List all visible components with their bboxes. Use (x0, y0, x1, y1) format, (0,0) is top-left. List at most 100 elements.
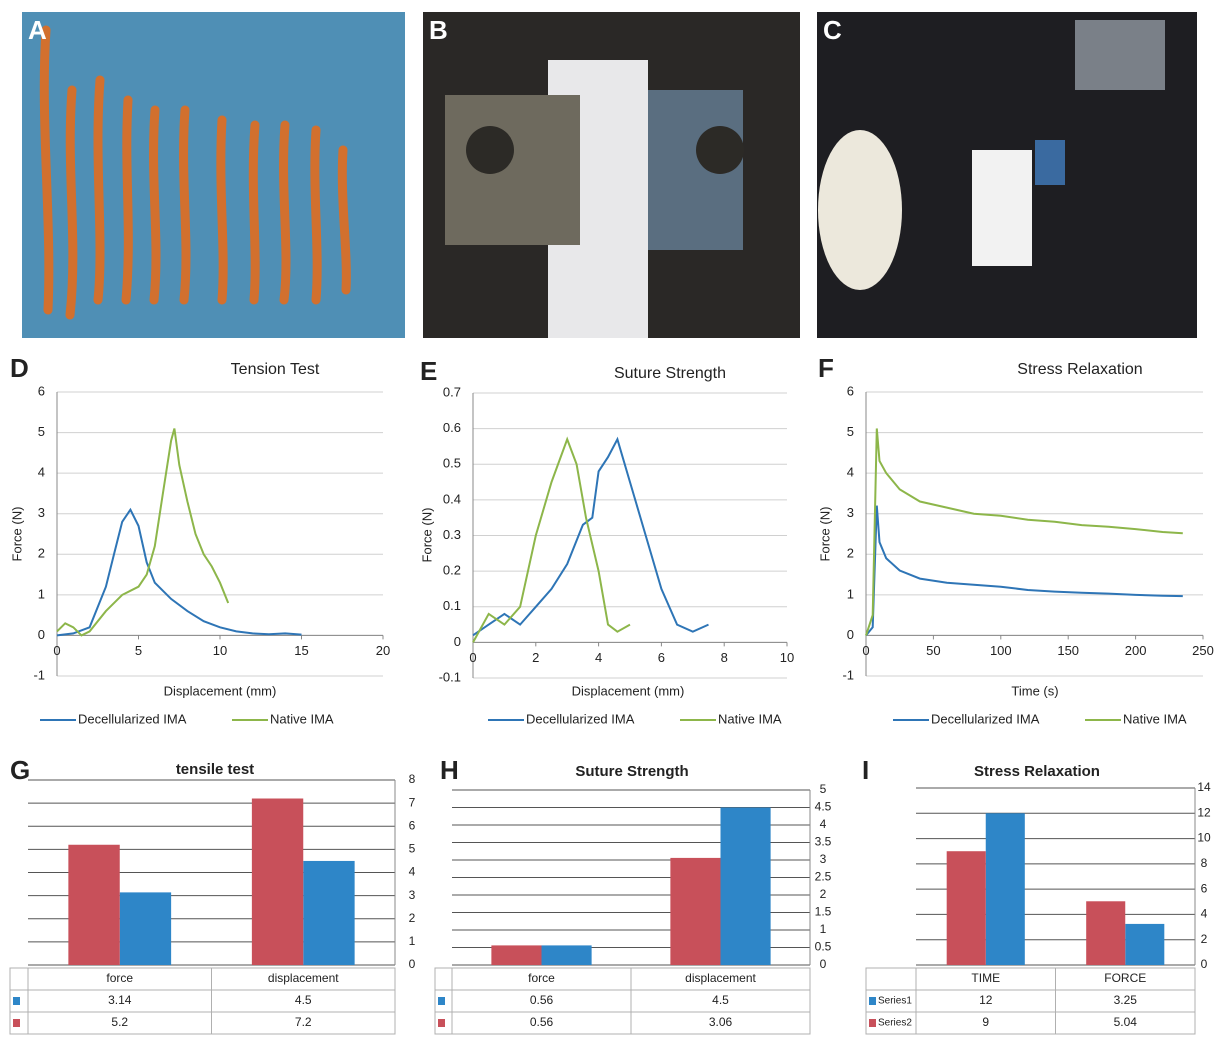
x-tick-label: 0 (862, 643, 869, 658)
y-tick-label: 3.5 (815, 835, 832, 849)
y-tick-label: 0 (454, 634, 461, 649)
y-tick-label: 7 (409, 795, 416, 809)
y-tick-label: 2 (847, 546, 854, 561)
y-tick-label: 5 (38, 424, 45, 439)
y-tick-label: 5 (409, 842, 416, 856)
bar (68, 844, 120, 965)
y-tick-label: 4 (409, 865, 416, 879)
bar (720, 807, 771, 965)
x-tick-label: displacement (685, 971, 756, 985)
x-tick-label: 200 (1125, 643, 1147, 658)
y-tick-label: -1 (842, 667, 854, 682)
x-tick-label: 150 (1057, 643, 1079, 658)
x-tick-label: 250 (1192, 643, 1214, 658)
x-tick-label: 5 (135, 643, 142, 658)
legend-swatch (13, 1019, 20, 1027)
x-tick-label: 15 (294, 643, 308, 658)
legend-label: Native IMA (718, 711, 782, 726)
y-tick-label: 1 (409, 934, 416, 948)
line-series (865, 428, 1183, 636)
panel-label: H (440, 755, 459, 785)
bar (491, 945, 542, 965)
bar (251, 798, 304, 965)
y-tick-label: 5 (820, 782, 827, 796)
line-series (472, 436, 631, 643)
panel-label: G (10, 755, 30, 785)
x-tick-label: 0 (53, 643, 60, 658)
panel-label: A (28, 15, 47, 45)
chart-title: Suture Strength (575, 763, 688, 780)
x-tick-label: 0 (469, 650, 476, 665)
y-tick-label: 12 (1197, 805, 1211, 819)
x-tick-label: 2 (532, 650, 539, 665)
y-tick-label: 2 (409, 911, 416, 925)
x-tick-label: TIME (971, 971, 1000, 985)
chart-title: Stress Relaxation (1017, 361, 1142, 378)
y-tick-label: 1 (820, 922, 827, 936)
legend-label: Decellularized IMA (931, 711, 1040, 726)
photo-a (22, 12, 405, 338)
y-tick-label: 8 (1201, 856, 1208, 870)
bar (119, 892, 172, 965)
table-value: 3.25 (1114, 993, 1138, 1007)
panel-label: C (823, 15, 842, 45)
panel-label: E (420, 356, 437, 386)
bar (1086, 901, 1126, 965)
chart-title: Suture Strength (614, 365, 726, 382)
y-tick-label: 2.5 (815, 870, 832, 884)
y-tick-label: 1.5 (815, 905, 832, 919)
x-tick-label: 50 (926, 643, 940, 658)
legend-label: Series2 (878, 1018, 912, 1029)
y-tick-label: 4 (1201, 907, 1208, 921)
y-tick-label: 0 (1201, 957, 1208, 971)
table-value: 5.2 (111, 1015, 128, 1029)
bar (303, 860, 355, 965)
x-tick-label: 8 (721, 650, 728, 665)
y-tick-label: 5 (847, 424, 854, 439)
legend-swatch (869, 1019, 876, 1027)
chart-title: Tension Test (231, 361, 320, 378)
legend-label: Native IMA (270, 711, 334, 726)
table-value: 4.5 (295, 993, 312, 1007)
y-tick-label: 4.5 (815, 800, 832, 814)
y-tick-label: 0.4 (443, 491, 461, 506)
panel-label: D (10, 353, 29, 383)
bar (946, 851, 986, 965)
x-tick-label: force (106, 971, 133, 985)
legend-swatch (438, 1019, 445, 1027)
table-value: 7.2 (295, 1015, 312, 1029)
legend-label: Series1 (878, 996, 912, 1007)
y-tick-label: 4 (38, 465, 45, 480)
y-tick-label: -0.1 (439, 669, 461, 684)
bar (985, 813, 1025, 965)
table-value: 5.04 (1114, 1015, 1138, 1029)
table-value: 4.5 (712, 993, 729, 1007)
x-tick-label: force (528, 971, 555, 985)
x-tick-label: displacement (268, 971, 339, 985)
line-series (56, 507, 302, 637)
x-tick-label: 10 (213, 643, 227, 658)
y-tick-label: 0.1 (443, 598, 461, 613)
y-tick-label: 0.6 (443, 420, 461, 435)
x-tick-label: 100 (990, 643, 1012, 658)
bar (1125, 923, 1165, 965)
y-tick-label: 10 (1197, 831, 1211, 845)
y-tick-label: 0.7 (443, 384, 461, 399)
y-tick-label: 0.5 (815, 940, 832, 954)
y-tick-label: 0 (847, 627, 854, 642)
panel-label: I (862, 755, 869, 785)
table-value: 3.06 (709, 1015, 733, 1029)
y-tick-label: 4 (847, 465, 854, 480)
y-tick-label: 6 (409, 818, 416, 832)
y-tick-label: 3 (409, 888, 416, 902)
y-axis-label: Force (N) (817, 507, 832, 562)
y-tick-label: 14 (1197, 780, 1211, 794)
y-tick-label: 2 (820, 887, 827, 901)
y-tick-label: 6 (1201, 881, 1208, 895)
chart-title: Stress Relaxation (974, 763, 1100, 780)
x-axis-label: Displacement (mm) (572, 683, 685, 698)
table-border (9, 967, 396, 1035)
bar (541, 945, 592, 965)
